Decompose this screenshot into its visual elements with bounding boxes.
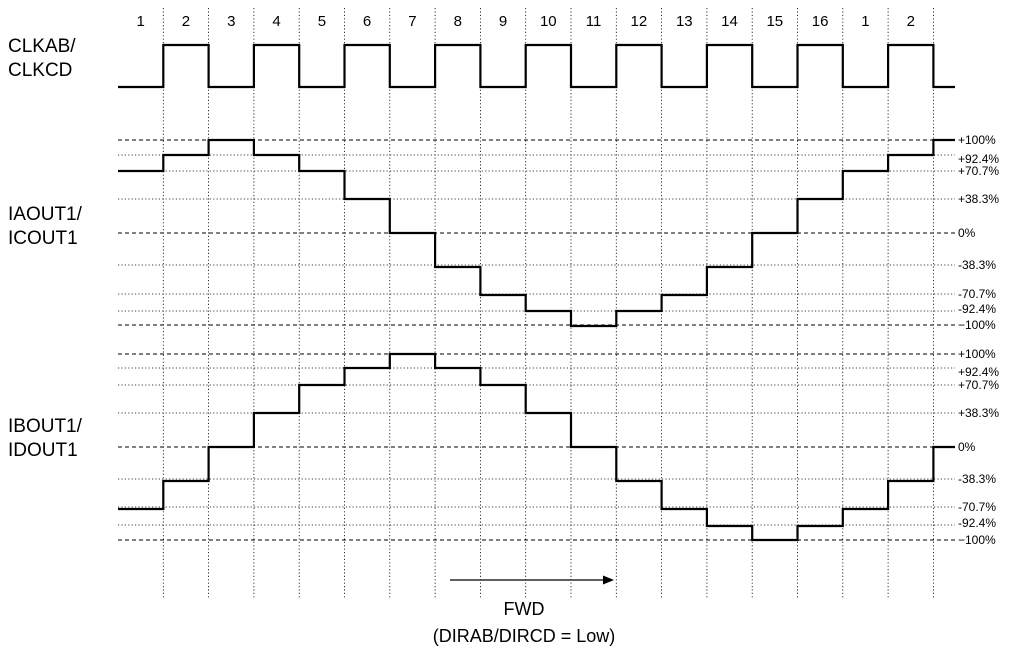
- step-number: 9: [499, 13, 507, 30]
- iaout-section: +100%+92.4%+70.7%+38.3%0%-38.3%-70.7%-92…: [8, 133, 999, 332]
- ibout-label-line1: IBOUT1/: [8, 416, 83, 437]
- iaout-label-line2: ICOUT1: [8, 228, 78, 249]
- clk-label-line1: CLKAB/: [8, 36, 76, 57]
- direction-condition: (DIRAB/DIRCD = Low): [433, 626, 616, 646]
- step-number: 12: [631, 13, 648, 30]
- step-number: 6: [363, 13, 371, 30]
- ibout-waveform: [118, 354, 955, 540]
- level-label: +38.3%: [958, 406, 999, 420]
- step-number: 10: [540, 13, 557, 30]
- step-number: 7: [408, 13, 416, 30]
- fwd-arrow-head: [603, 576, 614, 585]
- level-label: -70.7%: [958, 500, 996, 514]
- iaout-waveform: [118, 140, 955, 326]
- step-number: 2: [907, 13, 915, 30]
- level-label: +100%: [958, 133, 996, 147]
- level-label: +70.7%: [958, 378, 999, 392]
- clk-label-line2: CLKCD: [8, 60, 72, 81]
- step-number: 2: [182, 13, 190, 30]
- step-number: 14: [721, 13, 738, 30]
- level-label: −100%: [958, 318, 996, 332]
- ibout-section: +100% +92.4%+70.7% +38.3% 0% -38.3% -70.7% -92…: [8, 347, 999, 547]
- step-number: 5: [318, 13, 326, 30]
- level-label: 0%: [958, 440, 976, 454]
- step-number: 15: [766, 13, 783, 30]
- step-number: 4: [272, 13, 280, 30]
- level-label: -92.4%: [958, 302, 996, 316]
- level-label: +38.3%: [958, 192, 999, 206]
- step-number: 1: [861, 13, 869, 30]
- iaout-level-lines: +100%+92.4%+70.7%+38.3%0%-38.3%-70.7%-92…: [118, 133, 999, 332]
- level-label: -38.3%: [958, 472, 996, 486]
- level-label: -70.7%: [958, 287, 996, 301]
- level-label: -38.3%: [958, 258, 996, 272]
- step-number: 8: [454, 13, 462, 30]
- fwd-label: FWD: [504, 599, 545, 619]
- level-label: +100%: [958, 347, 996, 361]
- level-label: 0%: [958, 226, 976, 240]
- clk-section: CLKAB/ CLKCD: [8, 36, 955, 87]
- direction-annotation: FWD (DIRAB/DIRCD = Low): [433, 576, 616, 647]
- level-label: +70.7%: [958, 164, 999, 178]
- step-number: 1: [137, 13, 145, 30]
- ibout-label-line2: IDOUT1: [8, 440, 78, 461]
- step-number: 11: [586, 13, 602, 30]
- level-label: −100%: [958, 533, 996, 547]
- iaout-label-line1: IAOUT1/: [8, 204, 83, 225]
- step-number: 13: [676, 13, 693, 30]
- step-number: 16: [812, 13, 829, 30]
- clk-waveform: [118, 45, 955, 87]
- vertical-grid-lines: [163, 8, 933, 598]
- step-number: 3: [227, 13, 235, 30]
- level-label: +92.4%: [958, 365, 999, 379]
- level-label: -92.4%: [958, 516, 996, 530]
